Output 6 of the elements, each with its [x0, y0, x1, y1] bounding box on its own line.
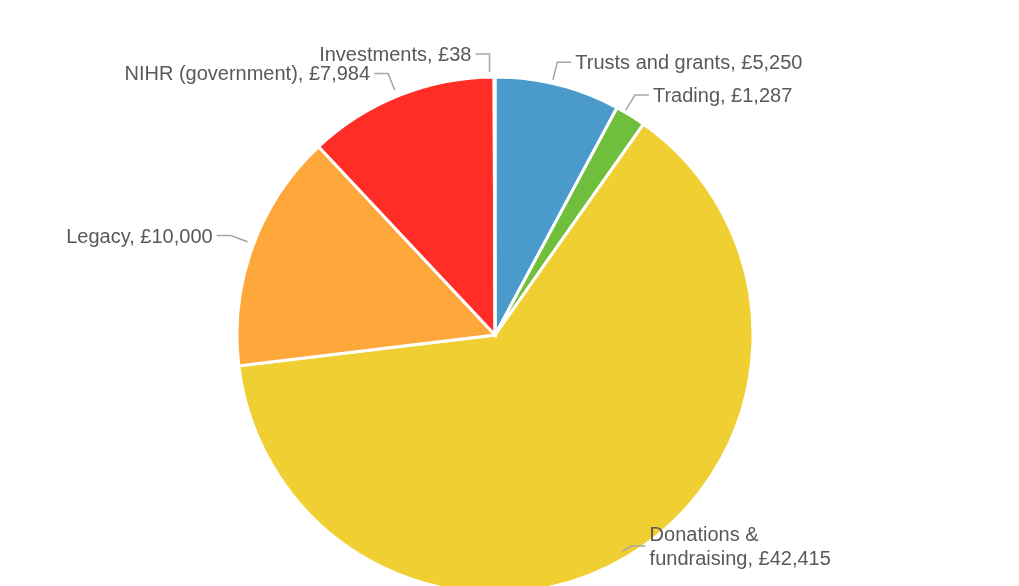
slice-label: Trading, £1,287 — [652, 84, 793, 107]
slice-label: Donations & fundraising, £42,415 — [649, 523, 831, 569]
slice-label: Trusts and grants, £5,250 — [575, 51, 803, 74]
slice-label: Investments, £38 — [319, 43, 472, 65]
slice-label: Legacy, £10,000 — [66, 224, 213, 247]
slice-label: NIHR (government), £7,984 — [124, 62, 371, 85]
